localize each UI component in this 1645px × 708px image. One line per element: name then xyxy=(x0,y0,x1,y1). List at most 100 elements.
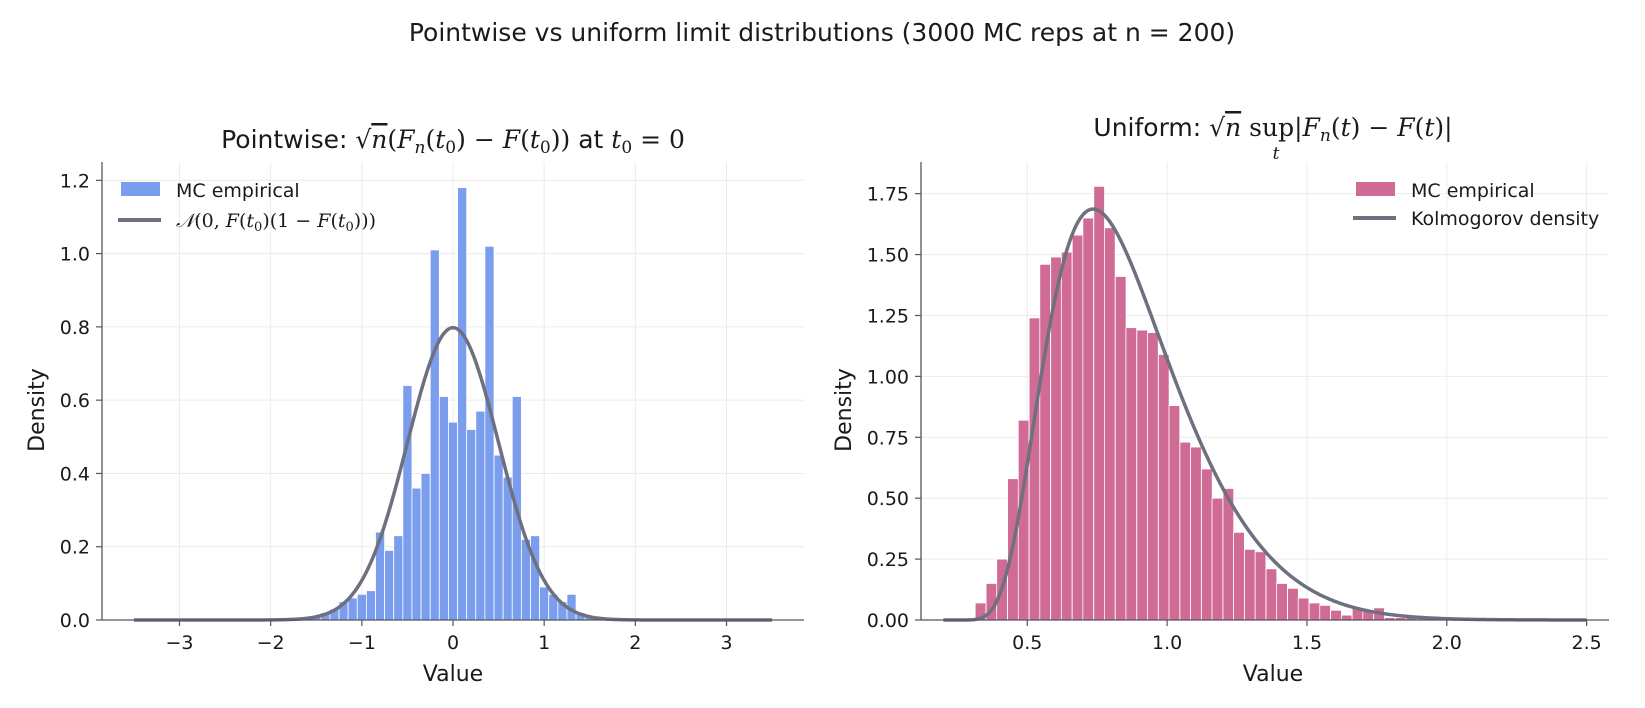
histogram-bar xyxy=(1319,604,1331,621)
y-tick-label: 1.2 xyxy=(60,170,90,192)
histogram-bar xyxy=(1287,587,1299,621)
x-tick-label: 1.0 xyxy=(1152,632,1182,654)
histogram-bar xyxy=(365,590,376,621)
x-tick-label: 2.0 xyxy=(1432,632,1462,654)
histogram-bar xyxy=(502,476,513,621)
histogram-bar xyxy=(1125,327,1138,621)
histogram-bar xyxy=(1114,276,1127,621)
histogram-bar xyxy=(411,487,422,621)
x-tick-label: −3 xyxy=(165,632,193,654)
uniform-legend: MC empirical Kolmogorov density xyxy=(1353,180,1599,230)
x-tick-label: 1 xyxy=(538,632,550,654)
pointwise-grid xyxy=(102,162,804,621)
histogram-bar xyxy=(1330,609,1342,621)
x-tick-label: 2.5 xyxy=(1572,632,1602,654)
histogram-bar xyxy=(484,245,495,621)
y-tick-label: 1.25 xyxy=(867,305,909,327)
histogram-bar xyxy=(420,473,431,621)
y-tick-label: 0.2 xyxy=(60,537,90,559)
histogram-bar xyxy=(1265,568,1278,621)
histogram-bar xyxy=(475,410,486,621)
histogram-bar xyxy=(530,535,541,621)
histogram-bar xyxy=(466,429,477,621)
histogram-bar xyxy=(1093,185,1105,621)
histogram-bar xyxy=(1276,583,1288,621)
histogram-bar xyxy=(356,593,367,621)
histogram-bar xyxy=(1168,405,1181,621)
y-tick-label: 0.00 xyxy=(867,610,909,632)
y-tick-label: 0.4 xyxy=(60,463,90,485)
x-tick-label: −1 xyxy=(348,632,376,654)
legend-label-kolmogorov: Kolmogorov density xyxy=(1411,208,1599,230)
histogram-bar xyxy=(1244,548,1256,621)
title-prefix: Pointwise: xyxy=(221,125,355,154)
x-tick-label: 3 xyxy=(720,632,732,654)
y-tick-label: 1.0 xyxy=(60,244,90,266)
histogram-bar xyxy=(1233,531,1245,621)
uniform-panel-title: Uniform: √n sup|Fn(t) − F(t)| xyxy=(1093,113,1452,146)
pointwise-panel: Pointwise: √n(Fn(t0) − F(t0)) at t0 = 0 … xyxy=(25,125,804,687)
histogram-bar xyxy=(1147,332,1159,621)
uniform-ylabel: Density xyxy=(832,368,857,452)
histogram-bar xyxy=(1157,354,1170,621)
pointwise-histogram xyxy=(302,187,595,621)
histogram-bar xyxy=(429,249,440,621)
legend-label-histogram: MC empirical xyxy=(176,180,300,202)
x-tick-label: 0.5 xyxy=(1012,632,1042,654)
histogram-bar xyxy=(384,549,395,621)
histogram-bar xyxy=(1211,497,1224,621)
uniform-panel: Uniform: √n sup|Fn(t) − F(t)| t 0.5 1.0 1.… xyxy=(832,113,1609,687)
legend-swatch-histogram xyxy=(1356,182,1395,196)
histogram-bar xyxy=(1340,614,1353,621)
uniform-axes xyxy=(920,162,1609,621)
histogram-bar xyxy=(1201,468,1213,621)
histogram-bar xyxy=(393,535,404,621)
pointwise-ylabel: Density xyxy=(25,368,50,452)
title-sqrt-n: √ xyxy=(355,125,371,154)
legend-swatch-histogram xyxy=(121,182,160,196)
legend-label-histogram: MC empirical xyxy=(1411,180,1535,202)
y-tick-label: 0.75 xyxy=(867,427,909,449)
y-tick-label: 0.50 xyxy=(867,488,909,510)
histogram-bar xyxy=(1308,602,1321,621)
y-tick-label: 1.75 xyxy=(867,184,909,206)
y-tick-label: 0.0 xyxy=(60,610,90,632)
histogram-bar xyxy=(1017,419,1030,621)
uniform-title-sup-subscript: t xyxy=(1273,144,1280,164)
histogram-bar xyxy=(1082,217,1095,621)
y-tick-label: 0.8 xyxy=(60,317,90,339)
x-tick-label: −2 xyxy=(257,632,285,654)
histogram-bar xyxy=(1179,441,1192,621)
y-tick-label: 0.6 xyxy=(60,390,90,412)
histogram-bar xyxy=(1297,597,1310,621)
histogram-bar xyxy=(1136,329,1149,621)
pointwise-legend: MC empirical 𝒩(0, F(t0)(1 − F(t0))) xyxy=(118,180,376,235)
histogram-bar xyxy=(402,385,413,621)
y-tick-label: 1.50 xyxy=(867,245,909,267)
x-tick-label: 0 xyxy=(447,632,459,654)
pointwise-panel-title: Pointwise: √n(Fn(t0) − F(t0)) at t0 = 0 xyxy=(221,125,685,158)
histogram-bar xyxy=(493,454,504,621)
histogram-bar xyxy=(448,421,458,621)
y-tick-label: 0.25 xyxy=(867,549,909,571)
histogram-bar xyxy=(539,586,550,621)
histogram-bar xyxy=(438,396,449,621)
y-tick-label: 1.00 xyxy=(867,366,909,388)
uniform-xlabel: Value xyxy=(1243,662,1303,687)
pointwise-ticks: −3 −2 −1 0 1 2 3 0.0 0.2 0.4 0.6 0.8 1.0 1.2 xyxy=(60,170,733,654)
histogram-bar xyxy=(1060,251,1073,621)
x-tick-label: 1.5 xyxy=(1292,632,1322,654)
histogram-bar xyxy=(347,597,358,621)
pointwise-xlabel: Value xyxy=(423,662,483,687)
x-tick-label: 2 xyxy=(629,632,641,654)
uniform-ticks: 0.5 1.0 1.5 2.0 2.5 0.00 0.25 0.50 0.75 1.00 1.25 1… xyxy=(867,184,1602,654)
histogram-bar xyxy=(1190,446,1202,621)
figure-suptitle: Pointwise vs uniform limit distributions… xyxy=(409,18,1235,47)
histogram-bar xyxy=(1254,551,1267,621)
histogram-bar xyxy=(457,187,468,621)
histogram-bar xyxy=(1071,234,1084,621)
histogram-bar xyxy=(1103,227,1116,621)
histogram-bar xyxy=(1028,317,1041,621)
